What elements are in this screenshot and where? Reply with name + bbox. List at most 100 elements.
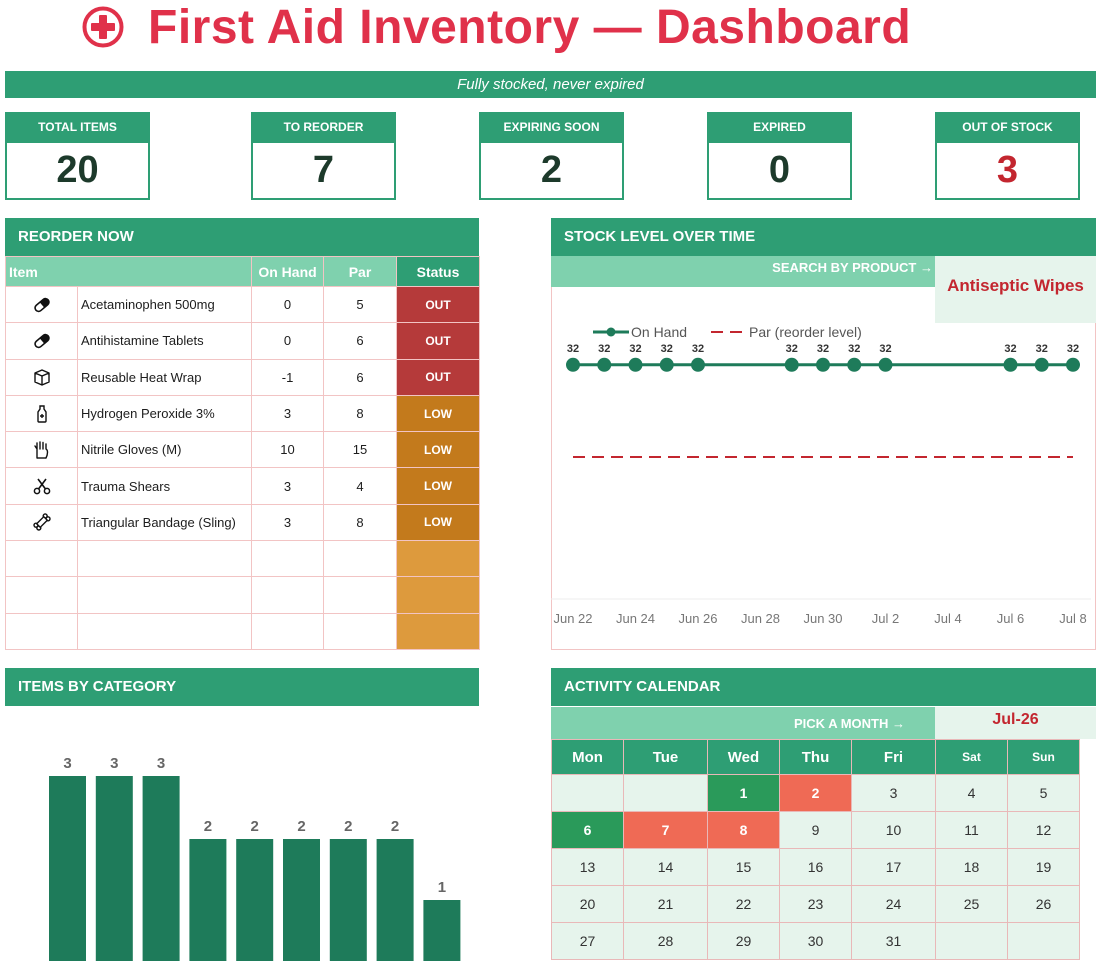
on-hand-point bbox=[1034, 357, 1049, 372]
pill-icon bbox=[33, 333, 50, 349]
status-badge: OUT bbox=[396, 285, 481, 324]
calendar-day[interactable]: 2 bbox=[779, 774, 852, 812]
x-tick-label: Jul 2 bbox=[872, 611, 899, 626]
calendar-day[interactable]: 9 bbox=[779, 811, 852, 849]
calendar-day[interactable]: 20 bbox=[551, 885, 624, 923]
calendar-empty-day bbox=[935, 922, 1008, 960]
data-label: 32 bbox=[567, 343, 579, 355]
par-value: 8 bbox=[323, 503, 398, 542]
calendar-day[interactable]: 10 bbox=[851, 811, 936, 849]
calendar-day[interactable]: 1 bbox=[707, 774, 780, 812]
category-bar bbox=[49, 776, 86, 961]
par-value: 6 bbox=[323, 358, 398, 396]
calendar-day[interactable]: 29 bbox=[707, 922, 780, 960]
item-name: Hydrogen Peroxide 3% bbox=[76, 394, 253, 433]
par-value: 6 bbox=[323, 322, 398, 360]
x-tick-label: Jul 8 bbox=[1059, 611, 1086, 626]
on-hand-point bbox=[1003, 357, 1018, 372]
calendar-weekday-row: Mon Tue Wed Thu Fri Sat Sun bbox=[551, 739, 1080, 775]
kpi-expiring-soon: EXPIRING SOON 2 bbox=[479, 112, 624, 200]
status-badge: LOW bbox=[396, 431, 481, 469]
column-header-item: Item bbox=[4, 256, 253, 287]
search-by-product-label: SEARCH BY PRODUCT → bbox=[551, 256, 935, 287]
calendar-empty-day bbox=[623, 774, 708, 812]
kpi-to-reorder: TO REORDER 7 bbox=[251, 112, 396, 200]
calendar-day[interactable]: 12 bbox=[1007, 811, 1080, 849]
calendar-day[interactable]: 13 bbox=[551, 848, 624, 886]
table-row: Antihistamine Tablets 0 6 OUT bbox=[5, 322, 481, 360]
bar-value-label: 3 bbox=[110, 755, 118, 772]
calendar-day[interactable]: 6 bbox=[551, 811, 624, 849]
table-row bbox=[5, 576, 481, 614]
on-hand-point bbox=[628, 357, 643, 372]
par-value: 15 bbox=[323, 431, 398, 469]
calendar-week-row: 13 14 15 16 17 18 19 bbox=[551, 848, 1080, 886]
item-name: Antihistamine Tablets bbox=[76, 322, 253, 360]
weekday-header: Fri bbox=[851, 739, 936, 775]
page-title-group: First Aid Inventory — Dashboard bbox=[82, 1, 911, 54]
calendar-day[interactable]: 28 bbox=[623, 922, 708, 960]
calendar-day[interactable]: 18 bbox=[935, 848, 1008, 886]
status-badge: OUT bbox=[396, 358, 481, 396]
kpi-total-items: TOTAL ITEMS 20 bbox=[5, 112, 150, 200]
x-tick-label: Jul 6 bbox=[997, 611, 1024, 626]
calendar-day[interactable]: 23 bbox=[779, 885, 852, 923]
item-name: Reusable Heat Wrap bbox=[76, 358, 253, 396]
status-badge: LOW bbox=[396, 503, 481, 542]
calendar-day[interactable]: 27 bbox=[551, 922, 624, 960]
data-label: 32 bbox=[1004, 343, 1016, 355]
calendar-day[interactable]: 15 bbox=[707, 848, 780, 886]
product-search-input[interactable]: Antiseptic Wipes bbox=[935, 256, 1096, 323]
box-icon bbox=[33, 369, 50, 386]
item-icon-cell bbox=[5, 358, 78, 396]
calendar-day[interactable]: 4 bbox=[935, 774, 1008, 812]
reorder-panel-title: REORDER NOW bbox=[5, 218, 479, 256]
calendar-day[interactable]: 11 bbox=[935, 811, 1008, 849]
pick-month-label: PICK A MONTH → bbox=[551, 707, 935, 739]
calendar-day[interactable]: 3 bbox=[851, 774, 936, 812]
reorder-table: Item On Hand Par Status Acetaminophen 50… bbox=[4, 256, 481, 650]
weekday-header: Sat bbox=[935, 739, 1008, 775]
weekday-header: Sun bbox=[1007, 739, 1080, 775]
month-selector[interactable]: Jul-26 bbox=[935, 707, 1096, 739]
calendar-day[interactable]: 17 bbox=[851, 848, 936, 886]
column-header-par: Par bbox=[323, 256, 398, 287]
on-hand-value: 3 bbox=[251, 467, 325, 505]
calendar-day[interactable]: 19 bbox=[1007, 848, 1080, 886]
kpi-label: OUT OF STOCK bbox=[937, 114, 1078, 143]
category-bar bbox=[283, 839, 320, 961]
item-name: Trauma Shears bbox=[76, 467, 253, 505]
calendar-day[interactable]: 25 bbox=[935, 885, 1008, 923]
calendar-day[interactable]: 22 bbox=[707, 885, 780, 923]
calendar-day[interactable]: 14 bbox=[623, 848, 708, 886]
calendar-day[interactable]: 7 bbox=[623, 811, 708, 849]
on-hand-value: -1 bbox=[251, 358, 325, 396]
calendar-day[interactable]: 21 bbox=[623, 885, 708, 923]
on-hand-point bbox=[847, 357, 862, 372]
on-hand-value bbox=[251, 540, 325, 578]
bottle-icon bbox=[36, 404, 47, 423]
calendar-day[interactable]: 16 bbox=[779, 848, 852, 886]
calendar-day[interactable]: 5 bbox=[1007, 774, 1080, 812]
kpi-value: 7 bbox=[312, 149, 335, 191]
column-header-status: Status bbox=[396, 256, 481, 287]
calendar-day[interactable]: 8 bbox=[707, 811, 780, 849]
x-tick-label: Jun 24 bbox=[616, 611, 655, 626]
calendar-day[interactable]: 24 bbox=[851, 885, 936, 923]
status-badge bbox=[396, 576, 481, 614]
data-label: 32 bbox=[661, 343, 673, 355]
legend-on-hand-marker bbox=[606, 327, 616, 337]
calendar-day[interactable]: 26 bbox=[1007, 885, 1080, 923]
par-value bbox=[323, 612, 398, 650]
on-hand-value: 0 bbox=[251, 322, 325, 360]
kpi-label: TOTAL ITEMS bbox=[7, 114, 148, 143]
calendar-day[interactable]: 31 bbox=[851, 922, 936, 960]
kpi-out-of-stock: OUT OF STOCK 3 bbox=[935, 112, 1080, 200]
status-badge bbox=[396, 540, 481, 578]
calendar-day[interactable]: 30 bbox=[779, 922, 852, 960]
item-icon-cell bbox=[5, 431, 78, 469]
stock-chart-title: STOCK LEVEL OVER TIME bbox=[551, 218, 1096, 256]
item-icon-cell bbox=[5, 285, 78, 324]
items-by-category-chart: 3 3 3 2 2 2 2 2 1 bbox=[49, 755, 461, 961]
data-label: 32 bbox=[1036, 343, 1048, 355]
